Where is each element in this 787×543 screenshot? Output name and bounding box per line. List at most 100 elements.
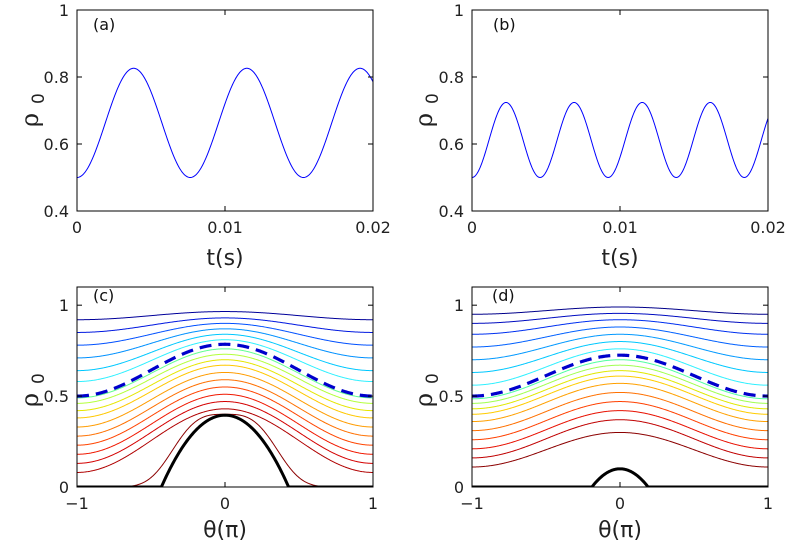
panel-c-series-7	[77, 364, 373, 419]
panel-d-series-7	[472, 370, 768, 410]
panel-a-xtick-label: 0.01	[207, 218, 243, 237]
panel-d-series-11	[472, 348, 768, 386]
panel-b-ytick-label: 0.6	[439, 135, 464, 154]
panel-a: (a) 0 0.01 0.02 0.4 0.6 0.8 1 t(s) ρ 0	[16, 1, 391, 271]
panel-d-xtick-label: 1	[763, 494, 773, 513]
panel-d-series-13	[472, 333, 768, 361]
panel-c-ylabel-sub: 0	[29, 373, 49, 384]
panel-c-xlabel: θ(π)	[203, 518, 247, 543]
panel-d-xlabel: θ(π)	[598, 518, 642, 543]
panel-c-series-separatrix-11	[77, 342, 373, 398]
panel-c-ytick-label: 0	[59, 478, 69, 497]
panel-d-series-16	[472, 312, 768, 324]
panel-b-xtick-label: 0.02	[750, 218, 786, 237]
panel-b-ticks: 0 0.01 0.02 0.4 0.6 0.8 1	[439, 1, 786, 237]
panel-a-xlabel: t(s)	[206, 246, 243, 271]
panel-d-series-separatrix-10	[472, 353, 768, 398]
panel-c-series-2	[77, 401, 373, 464]
panel-c-series-3	[77, 393, 373, 455]
panel-c-series-6	[77, 371, 373, 428]
panel-d-series-12	[472, 341, 768, 373]
panel-c-series-4	[77, 386, 373, 446]
panel-d-series-17	[472, 306, 768, 315]
panel-d-series-8	[472, 364, 768, 404]
panel-d-series-6	[472, 375, 768, 415]
panel-d-plot-area	[472, 306, 768, 487]
panel-c-ytick-label: 0.5	[44, 387, 69, 406]
panel-d-xtick-label: 0	[615, 494, 625, 513]
panel-b-ylabel: ρ	[410, 113, 438, 127]
panel-c-series-15	[77, 322, 373, 346]
panel-c-series-17	[77, 311, 373, 321]
panel-d-series-4	[472, 391, 768, 432]
panel-c-ticks: −1 0 100.51	[44, 287, 378, 513]
panel-c: (c) −1 0 100.51 θ(π) ρ 0	[16, 286, 378, 543]
panel-d-ytick-label: 0.5	[439, 387, 464, 406]
panel-d: (d) −1 0 100.51 θ(π) ρ 0	[410, 286, 773, 543]
panel-a-xtick-label: 0.02	[355, 218, 391, 237]
panel-d-series-2	[472, 410, 768, 450]
panel-b-ytick-label: 0.4	[439, 202, 464, 221]
panel-c-series-8	[77, 359, 373, 412]
panel-d-series-5	[472, 382, 768, 423]
panel-b-ytick-label: 1	[454, 1, 464, 20]
panel-c-xtick-label: 1	[368, 494, 378, 513]
panel-a-ticks: 0 0.01 0.02 0.4 0.6 0.8 1	[44, 1, 391, 237]
panel-c-ytick-label: 1	[59, 296, 69, 315]
panel-b-ytick-label: 0.8	[439, 68, 464, 87]
panel-b-xlabel: t(s)	[601, 246, 638, 271]
panel-d-ytick-label: 1	[454, 296, 464, 315]
panel-c-ylabel-group: ρ 0	[16, 373, 49, 407]
panel-a-ytick-label: 0.4	[44, 202, 69, 221]
panel-a-series--0-t--0	[77, 67, 373, 179]
panel-c-ylabel: ρ	[16, 393, 44, 407]
panel-d-ylabel-sub: 0	[423, 373, 443, 384]
panel-d-series-1	[472, 419, 768, 459]
panel-a-xtick-label: 0	[72, 218, 82, 237]
panel-b-xtick-label: 0.01	[602, 218, 638, 237]
panel-d-xtick-label: −1	[460, 494, 484, 513]
panel-c-series-13	[77, 333, 373, 372]
panel-c-plot-area	[77, 311, 373, 487]
panel-c-series-10	[77, 348, 373, 399]
panel-b: (b) 0 0.01 0.02 0.4 0.6 0.8 1 t(s) ρ 0	[410, 1, 786, 271]
panel-a-ytick-label: 0.6	[44, 135, 69, 154]
panel-d-series-3	[472, 401, 768, 441]
panel-b-xtick-label: 0	[467, 218, 477, 237]
panel-c-label: (c)	[93, 286, 114, 305]
panel-a-ylabel-sub: 0	[29, 93, 49, 104]
panel-d-series-fixed-point-curve-18	[472, 467, 768, 487]
panel-d-series-9	[472, 359, 768, 400]
panel-d-ticks: −1 0 100.51	[439, 287, 773, 513]
panel-b-ylabel-sub: 0	[423, 93, 443, 104]
panel-b-ylabel-group: ρ 0	[410, 93, 443, 127]
panel-a-ylabel: ρ	[16, 113, 44, 127]
panel-c-series-5	[77, 379, 373, 437]
panel-d-series-0	[472, 431, 768, 468]
panel-c-series-fixed-point-curve-18	[77, 413, 373, 487]
panel-c-series-14	[77, 328, 373, 359]
panel-a-ytick-label: 1	[59, 1, 69, 20]
panel-d-ylabel: ρ	[410, 393, 438, 407]
panel-b-frame	[471, 9, 769, 212]
panel-c-series-16	[77, 317, 373, 333]
panel-a-label: (a)	[93, 15, 115, 34]
panel-b-plot-area	[472, 101, 768, 179]
panel-a-ytick-label: 0.8	[44, 68, 69, 87]
panel-c-series-1	[77, 408, 373, 473]
panel-d-series-14	[472, 326, 768, 348]
panel-d-ylabel-group: ρ 0	[410, 373, 443, 407]
panel-a-frame	[76, 9, 374, 212]
panel-c-xtick-label: −1	[65, 494, 89, 513]
panel-d-series-15	[472, 319, 768, 335]
panel-a-plot-area	[77, 67, 373, 179]
panel-b-series--0-t--0	[472, 101, 768, 179]
panel-d-label: (d)	[492, 286, 515, 305]
panel-c-series-9	[77, 353, 373, 404]
panel-d-ytick-label: 0	[454, 478, 464, 497]
panel-b-label: (b)	[493, 15, 516, 34]
panel-c-xtick-label: 0	[220, 494, 230, 513]
panel-c-series-12	[77, 339, 373, 383]
panel-a-ylabel-group: ρ 0	[16, 93, 49, 127]
